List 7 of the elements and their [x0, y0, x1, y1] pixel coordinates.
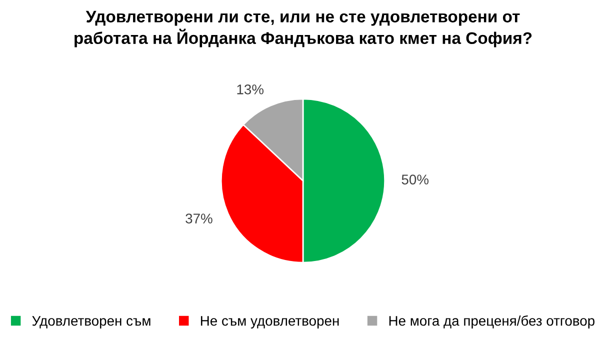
legend-label: Не съм удовлетворен: [200, 316, 339, 328]
data-label: 13%: [237, 84, 264, 94]
chart-title: Удовлетворени ли сте, или не сте удовлетворени от работата на Йорданка Фандъкова като кмет на София?: [74, 10, 532, 48]
legend-label: Удовлетворен съм: [32, 316, 150, 328]
data-label: 37%: [186, 214, 212, 224]
data-label: 50%: [402, 174, 429, 184]
legend-label: Не мога да преценя/без отговор: [389, 315, 594, 328]
